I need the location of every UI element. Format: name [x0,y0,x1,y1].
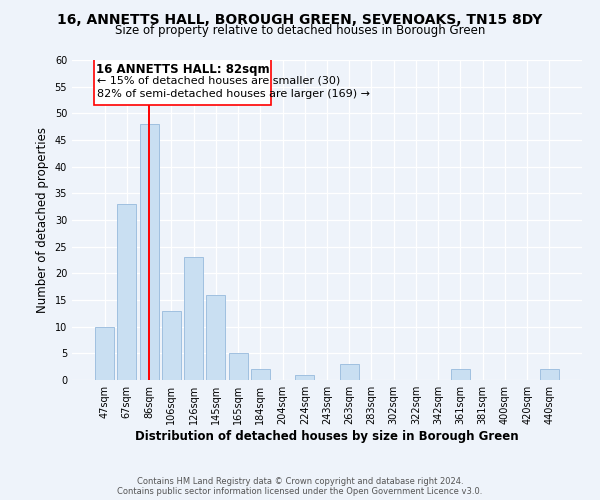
Bar [162,310,181,380]
Bar [295,374,314,380]
Bar [229,354,248,380]
Bar [251,370,270,380]
Text: 82% of semi-detached houses are larger (169) →: 82% of semi-detached houses are larger (… [97,90,370,100]
Bar [451,370,470,380]
FancyBboxPatch shape [94,58,271,106]
Text: Contains public sector information licensed under the Open Government Licence v3: Contains public sector information licen… [118,486,482,496]
Text: 16 ANNETTS HALL: 82sqm: 16 ANNETTS HALL: 82sqm [96,62,269,76]
Bar [95,326,114,380]
Text: Size of property relative to detached houses in Borough Green: Size of property relative to detached ho… [115,24,485,37]
Text: ← 15% of detached houses are smaller (30): ← 15% of detached houses are smaller (30… [97,76,341,86]
Bar [540,370,559,380]
Bar [340,364,359,380]
Bar [206,294,225,380]
Bar [118,204,136,380]
Y-axis label: Number of detached properties: Number of detached properties [36,127,49,313]
X-axis label: Distribution of detached houses by size in Borough Green: Distribution of detached houses by size … [135,430,519,443]
Text: 16, ANNETTS HALL, BOROUGH GREEN, SEVENOAKS, TN15 8DY: 16, ANNETTS HALL, BOROUGH GREEN, SEVENOA… [58,12,542,26]
Bar [140,124,158,380]
Bar [184,258,203,380]
Text: Contains HM Land Registry data © Crown copyright and database right 2024.: Contains HM Land Registry data © Crown c… [137,476,463,486]
